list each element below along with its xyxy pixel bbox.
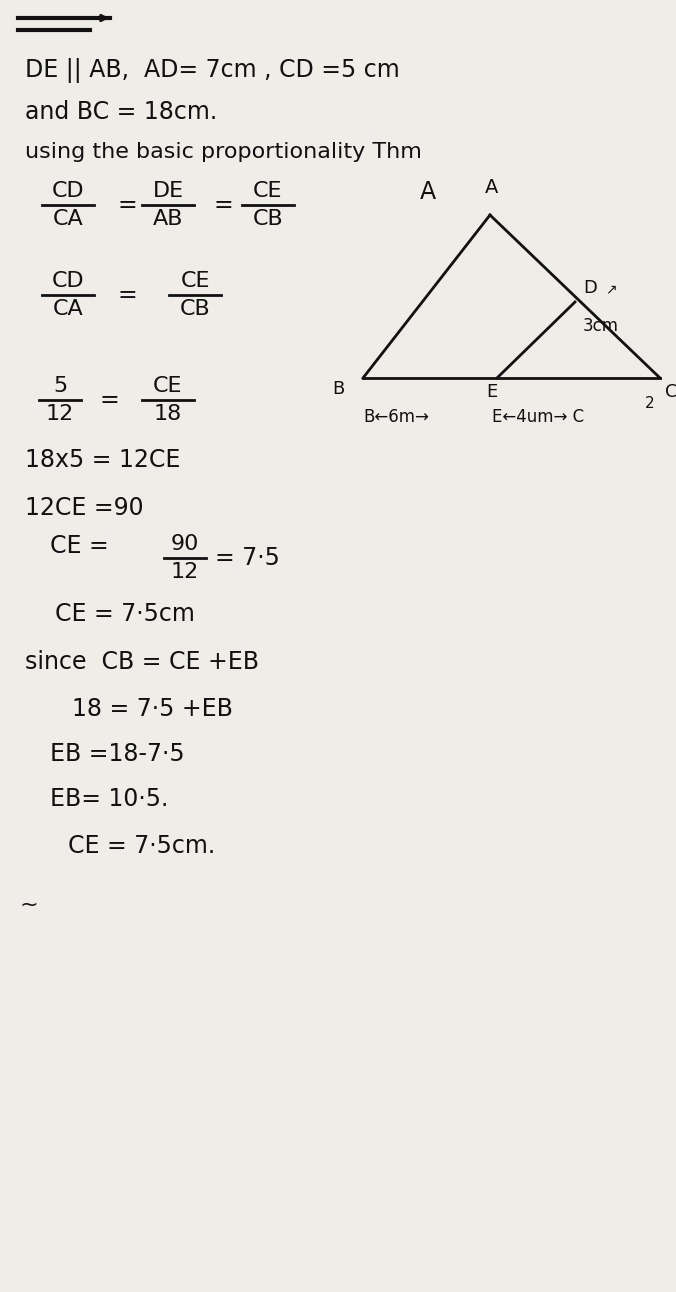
Text: = 7·5: = 7·5 (215, 547, 280, 570)
Text: CE: CE (254, 181, 283, 202)
Text: using the basic proportionality Thm: using the basic proportionality Thm (25, 142, 422, 162)
Text: DE: DE (152, 181, 184, 202)
Text: E: E (486, 382, 498, 401)
Text: C: C (665, 382, 676, 401)
Text: D: D (583, 279, 597, 297)
Text: =: = (100, 388, 120, 412)
Text: AB: AB (153, 209, 183, 229)
Text: CB: CB (180, 298, 210, 319)
Text: CA: CA (53, 209, 83, 229)
Text: 5: 5 (53, 376, 67, 397)
Text: CD: CD (51, 181, 84, 202)
Text: B←6m→: B←6m→ (363, 408, 429, 426)
Text: 18x5 = 12CE: 18x5 = 12CE (25, 448, 180, 472)
Text: 18: 18 (154, 404, 182, 424)
Text: =: = (118, 193, 138, 217)
Text: EB =18-7·5: EB =18-7·5 (50, 742, 185, 766)
Text: CE: CE (153, 376, 183, 397)
Text: CE = 7·5cm: CE = 7·5cm (55, 602, 195, 627)
Text: 3cm: 3cm (583, 317, 619, 335)
Text: E←4um→ C: E←4um→ C (492, 408, 584, 426)
Text: A: A (485, 178, 499, 196)
Text: since  CB = CE +EB: since CB = CE +EB (25, 650, 259, 674)
Text: A: A (420, 180, 436, 204)
Text: 12: 12 (46, 404, 74, 424)
Text: CA: CA (53, 298, 83, 319)
Text: CE: CE (180, 271, 210, 291)
Text: 12: 12 (171, 562, 199, 581)
Text: $\nearrow$: $\nearrow$ (603, 283, 617, 297)
Text: 18 = 7·5 +EB: 18 = 7·5 +EB (72, 696, 233, 721)
Text: =: = (214, 193, 234, 217)
Text: 90: 90 (171, 534, 199, 554)
Text: and BC = 18cm.: and BC = 18cm. (25, 99, 217, 124)
Text: EB= 10·5.: EB= 10·5. (50, 787, 168, 811)
Text: CE = 7·5cm.: CE = 7·5cm. (68, 835, 215, 858)
Text: ~: ~ (20, 895, 39, 915)
Text: DE || AB,  AD= 7cm , CD =5 cm: DE || AB, AD= 7cm , CD =5 cm (25, 58, 400, 83)
Text: CB: CB (253, 209, 283, 229)
Text: CD: CD (51, 271, 84, 291)
Text: B: B (333, 380, 345, 398)
Text: 12CE =90: 12CE =90 (25, 496, 143, 519)
Text: CE =: CE = (50, 534, 109, 558)
Text: 2: 2 (645, 397, 654, 411)
Text: =: = (118, 283, 138, 307)
